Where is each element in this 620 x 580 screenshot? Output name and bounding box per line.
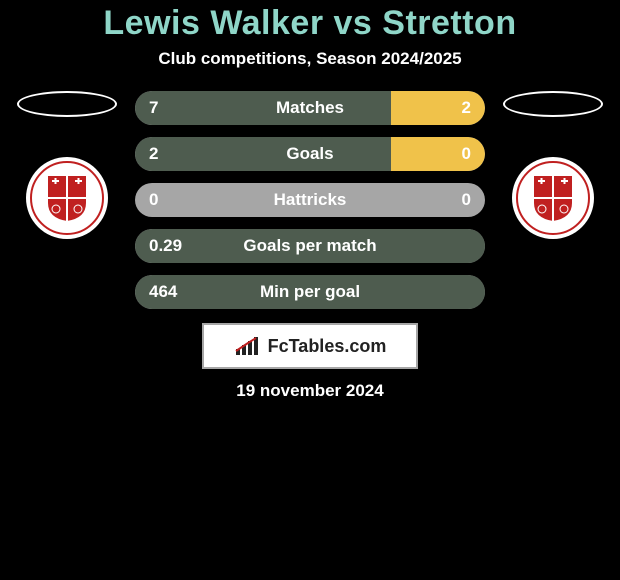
stat-left-value: 0.29: [135, 229, 196, 263]
stat-label: Hattricks: [135, 183, 485, 217]
stat-bar: 0 0Hattricks: [135, 183, 485, 217]
main-row: 72Matches20Goals00Hattricks0.29Goals per…: [0, 91, 620, 309]
player-right-crest: [512, 157, 594, 239]
comparison-infographic: Lewis Walker vs Stretton Club competitio…: [0, 0, 620, 401]
stat-left-value: 464: [135, 275, 191, 309]
stat-left-value: 7: [135, 91, 172, 125]
player-left-crest: [26, 157, 108, 239]
stat-right-value: 0: [448, 137, 485, 171]
stat-right-value: 0: [448, 183, 485, 217]
stat-bar: 72Matches: [135, 91, 485, 125]
player-left-placeholder-oval: [17, 91, 117, 117]
player-right-placeholder-oval: [503, 91, 603, 117]
stat-right-value: 2: [448, 91, 485, 125]
stat-bar: 464Min per goal: [135, 275, 485, 309]
stat-left-value: 2: [135, 137, 172, 171]
brand-text: FcTables.com: [268, 336, 387, 357]
bar-left-fill: [135, 91, 391, 125]
crest-ring: [516, 161, 590, 235]
bar-left-fill: [135, 137, 391, 171]
stat-bar: 0.29Goals per match: [135, 229, 485, 263]
bar-chart-icon: [234, 335, 262, 357]
brand-badge: FcTables.com: [202, 323, 418, 369]
date-text: 19 november 2024: [0, 381, 620, 401]
player-right-col: [503, 91, 603, 239]
shield-icon: [531, 173, 575, 223]
page-subtitle: Club competitions, Season 2024/2025: [0, 49, 620, 69]
shield-icon: [45, 173, 89, 223]
crest-ring: [30, 161, 104, 235]
stat-left-value: 0: [135, 183, 172, 217]
stat-bar: 20Goals: [135, 137, 485, 171]
player-left-col: [17, 91, 117, 239]
stats-column: 72Matches20Goals00Hattricks0.29Goals per…: [135, 91, 485, 309]
page-title: Lewis Walker vs Stretton: [0, 4, 620, 43]
